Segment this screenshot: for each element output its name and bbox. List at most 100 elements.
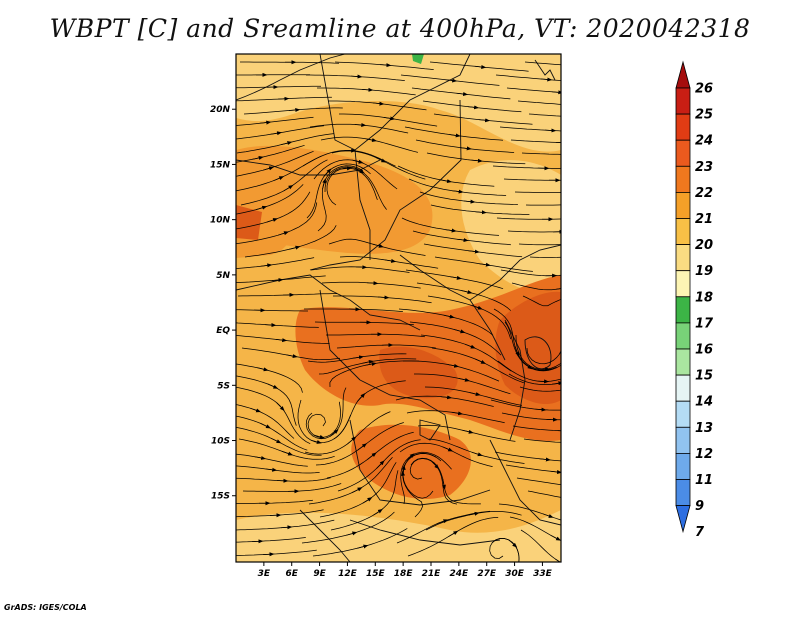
streamline-arrow	[260, 423, 271, 429]
streamline-arrow	[437, 519, 449, 524]
map-panel	[236, 54, 584, 562]
streamline-arrow	[346, 531, 358, 536]
grads-credit: GrADS: IGES/COLA	[4, 603, 87, 612]
streamline-arrow	[376, 460, 385, 469]
streamline-arrow	[310, 439, 322, 444]
streamline-arrow	[367, 452, 377, 460]
streamline-arrow	[572, 499, 581, 500]
lon-tick-label: 9E	[313, 569, 326, 579]
streamline-arrow	[464, 343, 476, 349]
streamline-arrow	[277, 96, 290, 101]
streamline	[523, 438, 561, 443]
colorbar: 26 25 24 23 22 21 20 19 18 17 16 15 14 13 12 11 9 7	[675, 60, 714, 540]
streamline-arrow	[340, 166, 352, 171]
streamline-arrow	[281, 141, 293, 146]
streamline-arrow	[475, 358, 486, 364]
lat-tick-label: 10S	[211, 437, 230, 447]
lat-tick-label: 5N	[216, 271, 230, 281]
streamline-arrow	[456, 92, 469, 97]
green-patch-north	[412, 54, 424, 64]
streamline-arrow	[544, 128, 557, 133]
streamline	[521, 152, 561, 155]
lon-tick-label: 15E	[366, 569, 386, 579]
streamline-arrow	[350, 74, 363, 79]
streamline-arrow	[550, 534, 561, 541]
colorbar-segment	[675, 452, 691, 480]
streamline-arrow	[372, 101, 385, 106]
streamline	[489, 538, 520, 562]
colorbar-label: 7	[695, 525, 705, 540]
streamline-arrow	[365, 138, 377, 142]
colorbar-segment	[675, 296, 691, 324]
colorbar-label: 17	[695, 316, 714, 331]
streamline-arrow	[458, 377, 470, 382]
hotter-area-coast	[236, 205, 262, 240]
colorbar-max-arrow	[675, 60, 691, 89]
streamline	[526, 347, 561, 365]
streamline-arrow	[362, 497, 373, 504]
streamline-arrow	[366, 281, 379, 286]
streamline-arrow	[522, 362, 533, 370]
latitude-axis: 20N 15N 10N 5N EQ 5S 10S 15S	[210, 105, 236, 502]
streamline-arrow	[462, 429, 474, 434]
streamline-arrow	[256, 205, 268, 210]
colorbar-label: 16	[695, 343, 713, 358]
streamline-arrow	[474, 64, 487, 69]
hot-area-south	[351, 424, 471, 500]
streamline-arrow	[384, 258, 397, 263]
colorbar-segment	[675, 87, 691, 115]
streamline-arrow	[430, 460, 440, 470]
streamline-arrow	[471, 305, 483, 310]
streamline-arrow	[365, 362, 377, 367]
colorbar-segment	[675, 479, 691, 507]
streamline-arrow	[259, 120, 272, 125]
streamline-arrow	[352, 487, 363, 493]
colorbar-label: 21	[695, 212, 713, 227]
colorbar-label: 15	[695, 369, 713, 384]
streamline-arrow	[440, 395, 453, 400]
colorbar-segment	[675, 270, 691, 298]
streamline	[527, 490, 561, 498]
colorbar-segment	[675, 113, 691, 141]
streamline-arrow	[570, 66, 579, 67]
longitude-axis: 3E 6E 9E 12E 15E 18E 21E 24E 27E 30E 33E	[258, 562, 553, 579]
streamline-arrow	[362, 360, 374, 364]
lat-tick-label: 15N	[210, 160, 231, 170]
streamline-arrow	[461, 290, 473, 294]
colorbar-label: 19	[695, 264, 713, 279]
streamline-arrow	[266, 218, 278, 223]
streamline-arrow	[441, 478, 446, 490]
streamline-arrow	[460, 146, 472, 151]
streamline-arrow	[539, 457, 551, 462]
lat-tick-label: 5S	[217, 381, 230, 391]
streamline-arrow	[478, 118, 491, 123]
streamline-arrow	[562, 485, 571, 486]
lat-tick-label: EQ	[216, 326, 230, 336]
streamline-arrow	[575, 256, 584, 257]
streamline	[517, 100, 561, 105]
streamline-arrow	[271, 277, 284, 282]
streamline-arrow	[451, 411, 464, 416]
lat-tick-label: 15S	[211, 492, 230, 502]
streamline-arrow	[283, 185, 294, 192]
colorbar-label: 23	[695, 160, 713, 175]
streamline-arrow	[452, 189, 464, 194]
streamline-arrow	[471, 451, 483, 457]
streamline-arrow	[379, 63, 392, 68]
streamline-arrow	[276, 402, 285, 412]
streamline-arrow	[273, 176, 285, 182]
streamline	[324, 166, 387, 210]
colorbar-segment	[675, 348, 691, 376]
streamline-arrow	[354, 167, 365, 174]
streamline-arrow	[445, 228, 457, 233]
colorbar-segment	[675, 400, 691, 428]
streamline-arrow	[313, 434, 325, 439]
streamline	[519, 386, 561, 392]
streamline-arrow	[252, 155, 264, 160]
streamline-arrow	[551, 381, 561, 386]
streamline-arrow	[565, 388, 574, 390]
colorbar-segment	[675, 165, 691, 193]
streamline	[525, 204, 561, 206]
streamline-arrow	[479, 262, 491, 267]
